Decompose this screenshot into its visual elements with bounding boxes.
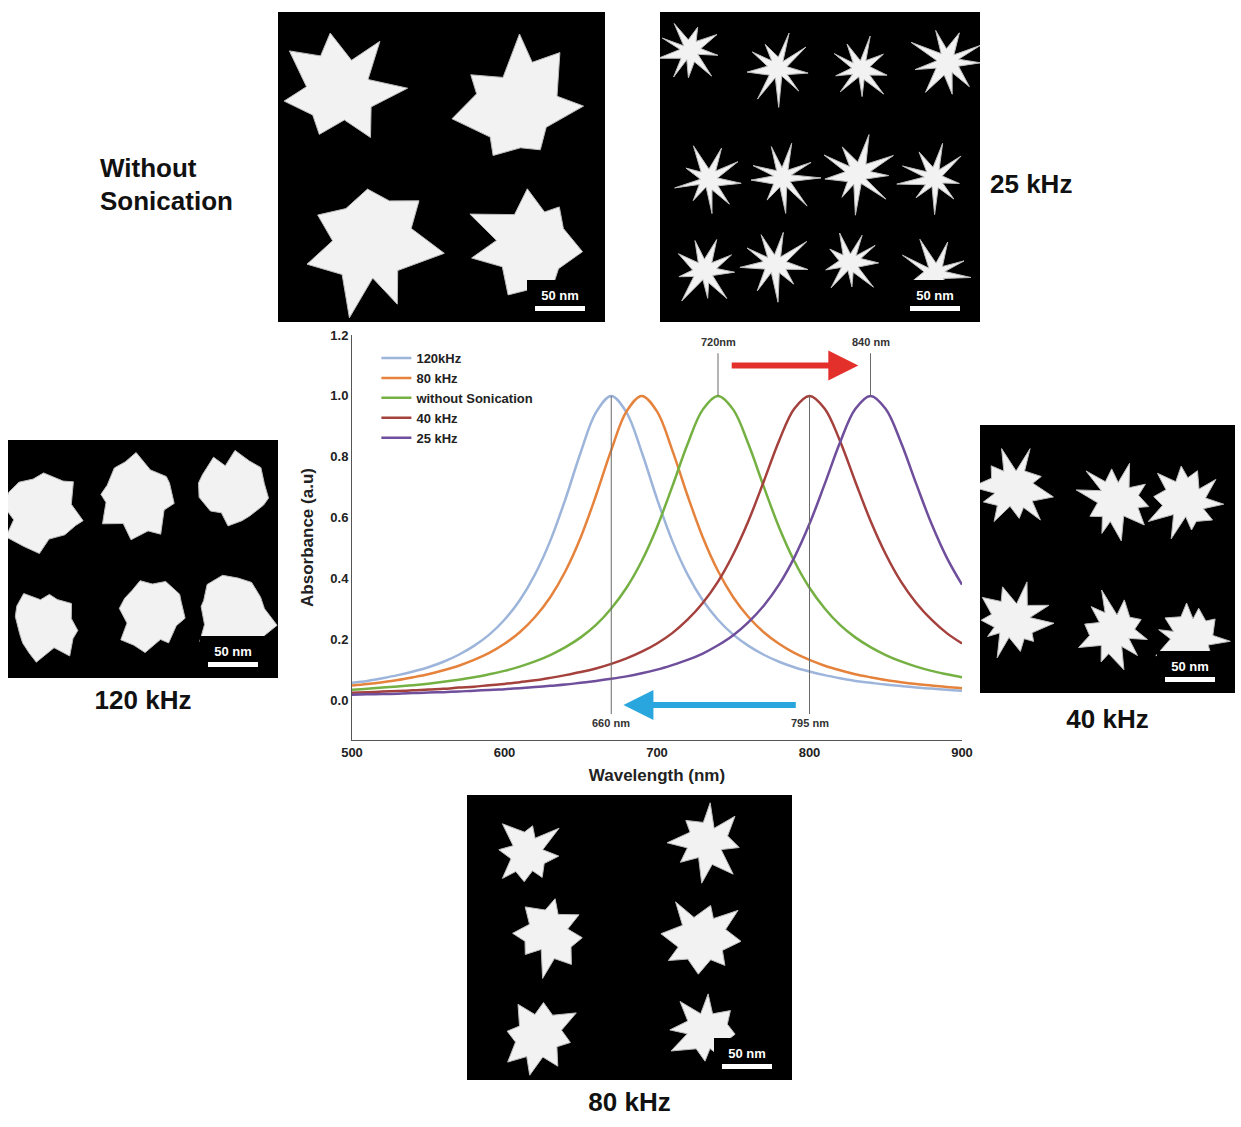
svg-text:0.4: 0.4 [330,571,349,586]
svg-text:1.2: 1.2 [330,328,348,343]
svg-text:without Sonication: without Sonication [415,391,532,406]
svg-text:50 nm: 50 nm [916,288,954,303]
svg-text:0.8: 0.8 [330,449,348,464]
svg-text:50 nm: 50 nm [1171,659,1209,674]
svg-text:50 nm: 50 nm [541,288,579,303]
svg-text:660 nm: 660 nm [592,717,630,729]
svg-text:500: 500 [341,745,363,760]
svg-text:0.6: 0.6 [330,510,348,525]
html-text:Without Sonication: Without Sonication [100,153,233,216]
svg-text:120kHz: 120kHz [416,351,461,366]
svg-text:0.2: 0.2 [330,632,348,647]
html-text:40 kHz: 40 kHz [1066,704,1149,734]
svg-text:1.0: 1.0 [330,388,348,403]
svg-text:40 kHz: 40 kHz [416,411,458,426]
svg-text:80 kHz: 80 kHz [416,371,458,386]
svg-text:795 nm: 795 nm [791,717,829,729]
html-text:25 kHz: 25 kHz [990,169,1073,199]
svg-text:700: 700 [646,745,668,760]
svg-text:840 nm: 840 nm [852,336,890,348]
html-text:80 kHz: 80 kHz [588,1087,671,1117]
svg-text:0.0: 0.0 [330,693,348,708]
svg-text:600: 600 [494,745,516,760]
svg-text:50 nm: 50 nm [728,1046,766,1061]
svg-text:50 nm: 50 nm [214,644,252,659]
svg-text:800: 800 [799,745,821,760]
svg-text:900: 900 [951,745,973,760]
svg-text:25 kHz: 25 kHz [416,431,458,446]
svg-text:Absorbance (a.u): Absorbance (a.u) [298,468,317,607]
svg-text:Wavelength (nm): Wavelength (nm) [589,766,725,785]
svg-text:720nm: 720nm [701,336,736,348]
html-text:120 kHz: 120 kHz [94,685,192,715]
